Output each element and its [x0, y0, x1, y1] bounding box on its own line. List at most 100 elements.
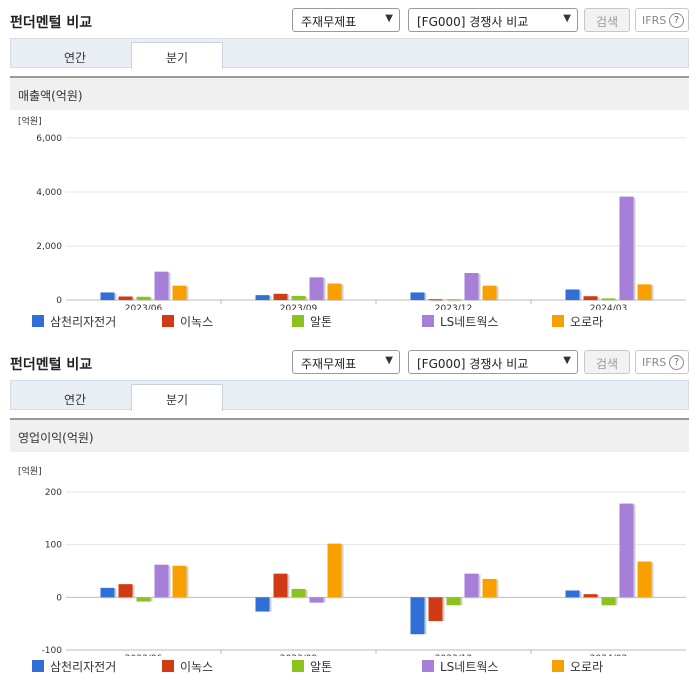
- y-tick-label: 0: [56, 296, 62, 306]
- group-select[interactable]: [FG000] 경쟁사 비교 ▼: [408, 8, 578, 32]
- group-select-value: [FG000] 경쟁사 비교: [417, 15, 529, 29]
- ifrs-help-button[interactable]: IFRS ?: [635, 8, 689, 32]
- statement-select-value: 주재무제표: [301, 15, 357, 29]
- y-tick-label: 6,000: [36, 134, 62, 144]
- period-tabs: 연간 분기: [10, 380, 689, 411]
- search-button[interactable]: 검색: [584, 350, 630, 374]
- legend-swatch: [422, 315, 434, 327]
- section-title: 펀더멘털 비교: [10, 357, 93, 373]
- legend-swatch: [422, 660, 434, 672]
- legend-label: 오로라: [570, 660, 604, 674]
- sales-chart: [억원] 0 2,000 4,000 6,000 2023/06 2023/09 2023/1…: [18, 115, 686, 310]
- legend-label: 알톤: [310, 315, 333, 329]
- bar-series-5-2023-12[interactable]: [482, 578, 497, 598]
- bar-series-5-2024-03[interactable]: [637, 284, 652, 300]
- y-tick-label: -100: [42, 646, 63, 656]
- bar-series-4-2023-12[interactable]: [464, 573, 479, 598]
- tab-quarterly[interactable]: 분기: [131, 384, 223, 411]
- fundamental-section-sales: 펀더멘털 비교 주재무제표 ▼ [FG000] 경쟁사 비교 ▼ 검색 IFRS…: [0, 0, 696, 340]
- bar-series-5-2023-06[interactable]: [172, 565, 187, 598]
- ifrs-help-button[interactable]: IFRS ?: [635, 350, 689, 374]
- x-tick-label: 2023/12: [435, 304, 472, 310]
- bar-series-3-2023-12[interactable]: [446, 597, 461, 606]
- bar-series-4-2023-06[interactable]: [154, 564, 169, 598]
- bar-series-2-2023-09[interactable]: [273, 293, 288, 300]
- bar-series-1-2023-06[interactable]: [100, 292, 115, 300]
- bar-series-5-2023-12[interactable]: [482, 285, 497, 300]
- bar-series-1-2023-09[interactable]: [255, 597, 270, 612]
- period-tabs: 연간 분기: [10, 38, 689, 69]
- bar-series-4-2023-12[interactable]: [464, 273, 479, 300]
- ifrs-label: IFRS: [642, 14, 667, 27]
- bar-series-3-2024-03[interactable]: [601, 298, 616, 300]
- bar-series-4-2024-03[interactable]: [619, 503, 634, 598]
- legend-label: 오로라: [570, 315, 604, 329]
- bar-series-1-2024-03[interactable]: [565, 289, 580, 300]
- legend-swatch: [32, 660, 44, 672]
- bar-series-5-2023-06[interactable]: [172, 285, 187, 300]
- bar-series-3-2024-03[interactable]: [601, 597, 616, 606]
- help-icon: ?: [669, 13, 684, 28]
- bar-series-2-2023-12[interactable]: [428, 597, 443, 622]
- bar-series-1-2023-12[interactable]: [410, 292, 425, 300]
- legend-label: LS네트웍스: [440, 660, 499, 674]
- chart-legend: 삼천리자전거 이녹스 알톤 LS네트웍스 오로라: [10, 313, 689, 329]
- section-header: 펀더멘털 비교 주재무제표 ▼ [FG000] 경쟁사 비교 ▼ 검색 IFRS…: [0, 342, 696, 380]
- search-button[interactable]: 검색: [584, 8, 630, 32]
- legend-swatch: [32, 315, 44, 327]
- bar-series-4-2023-09[interactable]: [309, 597, 324, 603]
- statement-select[interactable]: 주재무제표 ▼: [292, 8, 400, 32]
- chart-legend: 삼천리자전거 이녹스 알톤 LS네트웍스 오로라: [10, 658, 689, 674]
- section-header: 펀더멘털 비교 주재무제표 ▼ [FG000] 경쟁사 비교 ▼ 검색 IFRS…: [0, 0, 696, 38]
- legend-swatch: [292, 315, 304, 327]
- x-tick-label: 2023/12: [435, 654, 472, 656]
- legend-label: 이녹스: [180, 660, 214, 674]
- bar-series-3-2023-09[interactable]: [291, 295, 306, 300]
- bar-series-5-2023-09[interactable]: [327, 283, 342, 300]
- legend-label: 삼천리자전거: [50, 660, 117, 674]
- bar-series-2-2023-09[interactable]: [273, 573, 288, 598]
- bar-series-5-2023-09[interactable]: [327, 543, 342, 598]
- x-tick-label: 2023/09: [280, 304, 318, 310]
- bar-series-1-2024-03[interactable]: [565, 590, 580, 598]
- tab-yearly[interactable]: 연간: [63, 393, 87, 407]
- y-tick-label: 4,000: [36, 188, 62, 198]
- bar-series-1-2023-06[interactable]: [100, 587, 115, 598]
- y-tick-label: 200: [45, 488, 62, 498]
- op-income-chart: [억원] -100 0 100 200 2023/06 2023/09 2023/12 2024…: [18, 465, 686, 656]
- chevron-down-icon: ▼: [563, 13, 571, 24]
- chart-panel: 매출액(억원) [억원] 0 2,000 4,000 6,000 2023/06 2023/…: [10, 76, 689, 338]
- bar-series-2-2023-12[interactable]: [428, 299, 443, 301]
- y-tick-label: 0: [56, 593, 62, 603]
- x-tick-label: 2023/06: [125, 654, 163, 656]
- x-tick-label: 2023/06: [125, 304, 163, 310]
- bar-series-1-2023-09[interactable]: [255, 295, 270, 300]
- group-select[interactable]: [FG000] 경쟁사 비교 ▼: [408, 350, 578, 374]
- bar-series-4-2024-03[interactable]: [619, 196, 634, 300]
- x-tick-label: 2024/03: [590, 654, 627, 656]
- bar-series-3-2023-12[interactable]: [446, 299, 461, 301]
- legend-swatch: [162, 315, 174, 327]
- help-icon: ?: [669, 355, 684, 370]
- chart-title: 영업이익(억원): [10, 420, 689, 452]
- legend-swatch: [292, 660, 304, 672]
- y-tick-label: 2,000: [36, 242, 62, 252]
- bar-series-4-2023-06[interactable]: [154, 271, 169, 300]
- bar-series-5-2024-03[interactable]: [637, 561, 652, 598]
- chevron-down-icon: ▼: [385, 355, 393, 366]
- bar-series-1-2023-12[interactable]: [410, 597, 425, 635]
- bar-series-2-2023-06[interactable]: [118, 584, 133, 598]
- tab-yearly[interactable]: 연간: [63, 51, 87, 65]
- bar-series-3-2023-09[interactable]: [291, 588, 306, 598]
- bar-series-2-2024-03[interactable]: [583, 594, 598, 598]
- bar-series-2-2024-03[interactable]: [583, 296, 598, 300]
- chevron-down-icon: ▼: [563, 355, 571, 366]
- statement-select-value: 주재무제표: [301, 357, 357, 371]
- ifrs-label: IFRS: [642, 356, 667, 369]
- bar-series-3-2023-06[interactable]: [136, 296, 151, 300]
- bar-series-2-2023-06[interactable]: [118, 296, 133, 300]
- bar-series-4-2023-09[interactable]: [309, 277, 324, 300]
- statement-select[interactable]: 주재무제표 ▼: [292, 350, 400, 374]
- tab-quarterly[interactable]: 분기: [131, 42, 223, 69]
- bar-series-3-2023-06[interactable]: [136, 597, 151, 602]
